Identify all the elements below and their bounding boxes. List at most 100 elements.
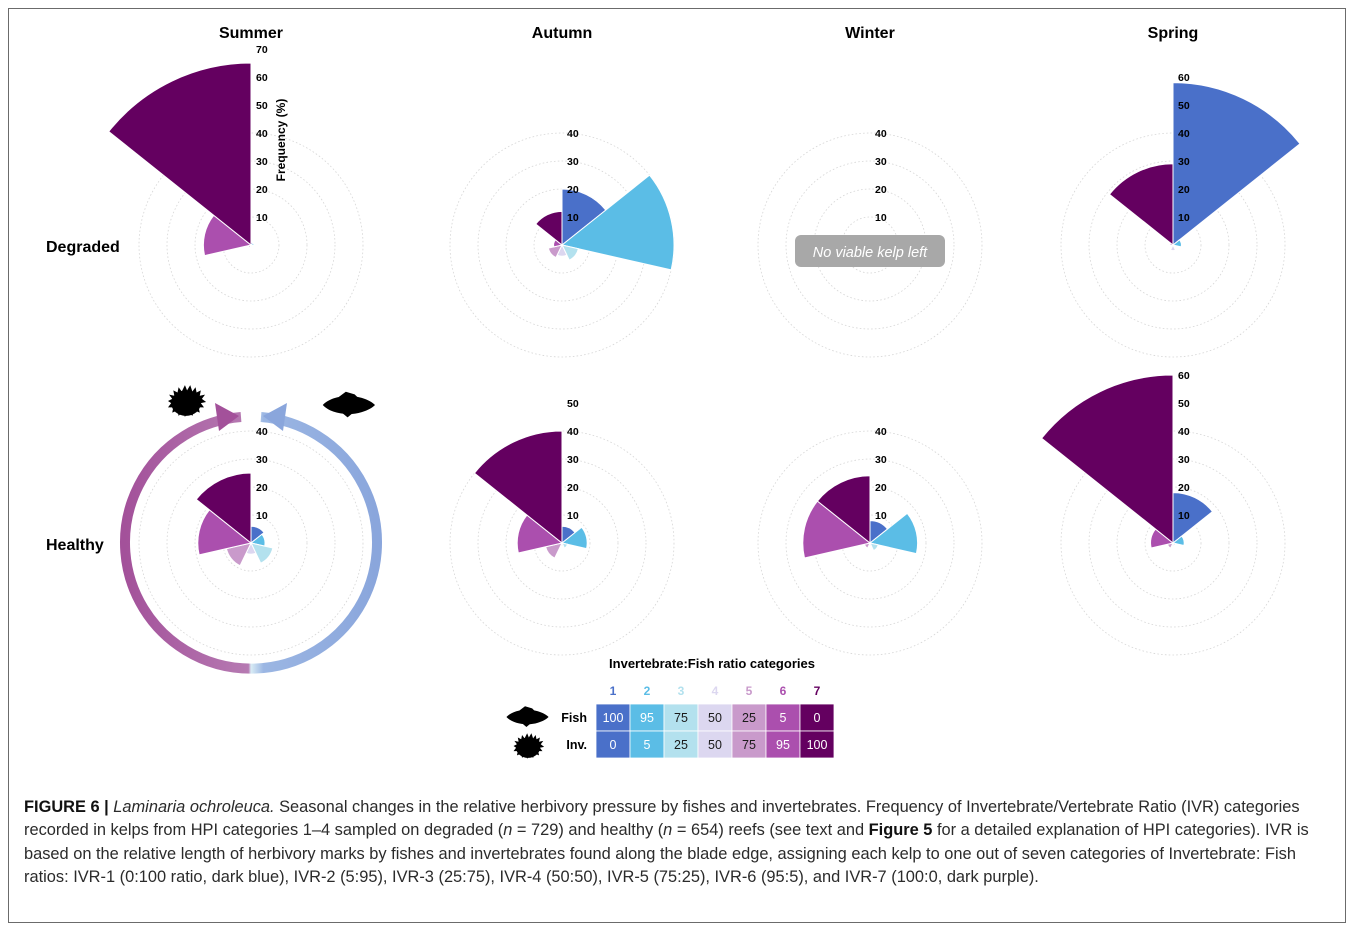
wedge-healthy-winter-cat-3: [869, 542, 879, 552]
legend-value-inv--4: 50: [708, 738, 722, 752]
legend-cell-fish-2: [629, 703, 665, 732]
wedge-healthy-winter-cat-2: [868, 512, 919, 555]
legend-category-6: 6: [780, 684, 787, 698]
ivr-legend: Invertebrate:Fish ratio categories 1 2 3 4 5 6…: [505, 656, 835, 759]
tick-label-degraded-spring-60: 60: [1178, 72, 1190, 84]
legend-cell-inv--7: [799, 730, 835, 759]
legend-value-inv--5: 75: [742, 738, 756, 752]
tick-label-degraded-summer-30: 30: [256, 156, 268, 168]
wedge-degraded-autumn-cat-1: [561, 188, 607, 247]
legend-value-fish-1: 100: [603, 711, 624, 725]
gridline-40: [138, 132, 364, 358]
row-label-degraded: Degraded: [46, 239, 120, 256]
legend-category-2: 2: [644, 684, 651, 698]
gridline-30: [785, 160, 955, 330]
caption-text-3: = 654) reefs (see text and: [672, 821, 869, 840]
legend-value-fish-6: 5: [780, 711, 787, 725]
arrowhead-left: [215, 403, 239, 431]
legend-cell-fish-3: [663, 703, 699, 732]
legend-title: Invertebrate:Fish ratio categories: [609, 656, 815, 671]
gridline-10: [1144, 216, 1202, 274]
tick-label-degraded-spring-20: 20: [1178, 184, 1190, 196]
panels-layer: Summer Autumn Winter Spring Degraded Healthy 1…: [46, 25, 1301, 759]
legend-cell-fish-7: [799, 703, 835, 732]
caption-n-healthy: n: [663, 821, 673, 840]
polar-panel-healthy-summer: 10 20 30 40: [138, 426, 364, 656]
legend-urchin-icon: [513, 733, 545, 759]
legend-cell-inv--4: [697, 730, 733, 759]
wedge-degraded-autumn-cat-3: [561, 244, 579, 261]
wedge-degraded-spring-cat-4: [1169, 243, 1177, 252]
tick-label-healthy-spring-10: 10: [1178, 510, 1190, 522]
tick-label-healthy-winter-10: 10: [875, 510, 887, 522]
wedge-healthy-summer-cat-3: [250, 542, 274, 564]
wedge-healthy-winter-cat-7: [816, 475, 871, 545]
legend-value-fish-2: 95: [640, 711, 654, 725]
legend-cell-fish-1: [595, 703, 631, 732]
wedge-degraded-spring-cat-2: [1171, 239, 1182, 248]
tick-label-degraded-summer-50: 50: [256, 100, 268, 112]
no-data-note: No viable kelp left: [813, 245, 928, 261]
wedge-healthy-summer-cat-7: [195, 472, 252, 545]
polar-panel-degraded-spring: 10 20 30 40 50 60: [1060, 72, 1301, 358]
wedge-healthy-spring-cat-2: [1171, 535, 1185, 547]
figure-caption: FIGURE 6 | Laminaria ochroleuca. Seasona…: [24, 796, 1324, 890]
wedge-degraded-autumn-cat-7: [535, 210, 563, 247]
legend-cell-inv--1: [595, 730, 631, 759]
tick-label-degraded-summer-60: 60: [256, 72, 268, 84]
tick-label-healthy-spring-50: 50: [1178, 398, 1190, 410]
polar-panel-degraded-summer: 10 20 30 40 50 60 70 Frequency (%): [108, 44, 364, 358]
tick-label-healthy-summer-20: 20: [256, 482, 268, 494]
legend-category-7: 7: [814, 684, 821, 698]
tick-label-degraded-autumn-10: 10: [567, 212, 579, 224]
polar-panel-healthy-spring: 10 20 30 40 50 60: [1040, 370, 1286, 656]
tick-label-healthy-spring-20: 20: [1178, 482, 1190, 494]
caption-n-degraded: n: [503, 821, 513, 840]
wedge-degraded-autumn-cat-2: [560, 174, 675, 271]
tick-label-degraded-summer-40: 40: [256, 128, 268, 140]
legend-value-inv--2: 5: [644, 738, 651, 752]
legend-value-fish-7: 0: [814, 711, 821, 725]
legend-category-4: 4: [712, 684, 719, 698]
wedge-degraded-summer-cat-7: [108, 62, 252, 247]
tick-label-healthy-autumn-50: 50: [567, 398, 579, 410]
invertebrate-fish-ring-arrow: [120, 412, 382, 674]
tick-label-healthy-summer-30: 30: [256, 454, 268, 466]
polar-panel-healthy-winter: 10 20 30 40: [757, 426, 983, 656]
caption-species: Laminaria ochroleuca.: [113, 798, 275, 816]
legend-value-inv--6: 95: [776, 738, 790, 752]
polar-panel-degraded-winter: 10 20 30 40 No viable kelp left: [757, 128, 983, 358]
polar-panel-healthy-autumn: 10 20 30 40 50: [449, 398, 675, 656]
figure-label: FIGURE 6 |: [24, 798, 109, 816]
legend-value-fish-5: 25: [742, 711, 756, 725]
caption-text-1: Seasonal changes in the relative herbivo…: [24, 798, 1300, 840]
tick-label-healthy-autumn-20: 20: [567, 482, 579, 494]
tick-label-degraded-summer-20: 20: [256, 184, 268, 196]
tick-label-healthy-winter-40: 40: [875, 426, 887, 438]
wedge-degraded-spring-cat-7: [1108, 163, 1174, 247]
legend-cell-inv--2: [629, 730, 665, 759]
legend-category-3: 3: [678, 684, 685, 698]
no-data-badge: [795, 235, 945, 267]
tick-label-degraded-spring-10: 10: [1178, 212, 1190, 224]
wedge-healthy-autumn-cat-3: [561, 542, 569, 549]
caption-figure-ref: Figure 5: [868, 821, 933, 840]
gridline-30: [166, 458, 336, 628]
gridline-10: [1144, 514, 1202, 572]
legend-value-fish-3: 75: [674, 711, 688, 725]
tick-label-healthy-summer-40: 40: [256, 426, 268, 438]
tick-label-healthy-autumn-40: 40: [567, 426, 579, 438]
legend-value-inv--7: 100: [807, 738, 828, 752]
legend-fish-icon: [505, 706, 549, 727]
tick-label-degraded-spring-30: 30: [1178, 156, 1190, 168]
arrowhead-right: [263, 403, 287, 431]
tick-label-degraded-autumn-30: 30: [567, 156, 579, 168]
tick-label-degraded-spring-40: 40: [1178, 128, 1190, 140]
season-title-spring: Spring: [1148, 25, 1199, 42]
radial-axis-title: Frequency (%): [274, 99, 288, 182]
tick-label-healthy-autumn-10: 10: [567, 510, 579, 522]
tick-label-healthy-summer-10: 10: [256, 510, 268, 522]
wedge-degraded-autumn-cat-5: [547, 244, 563, 259]
legend-row-label-inv-: Inv.: [566, 738, 587, 752]
season-title-winter: Winter: [845, 25, 895, 42]
